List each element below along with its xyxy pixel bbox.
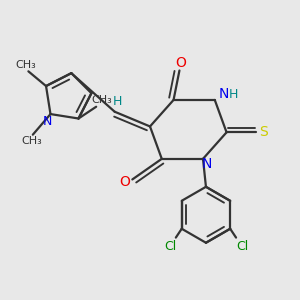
Text: O: O [176, 56, 186, 70]
Text: H: H [113, 95, 122, 108]
Text: CH₃: CH₃ [15, 60, 36, 70]
Text: S: S [259, 125, 268, 139]
Text: N: N [201, 157, 212, 171]
Text: N: N [43, 115, 52, 128]
Text: Cl: Cl [236, 240, 248, 253]
Text: CH₃: CH₃ [21, 136, 42, 146]
Text: O: O [119, 176, 130, 189]
Text: H: H [229, 88, 239, 100]
Text: CH₃: CH₃ [92, 95, 112, 105]
Text: N: N [218, 87, 229, 101]
Text: Cl: Cl [164, 240, 176, 253]
